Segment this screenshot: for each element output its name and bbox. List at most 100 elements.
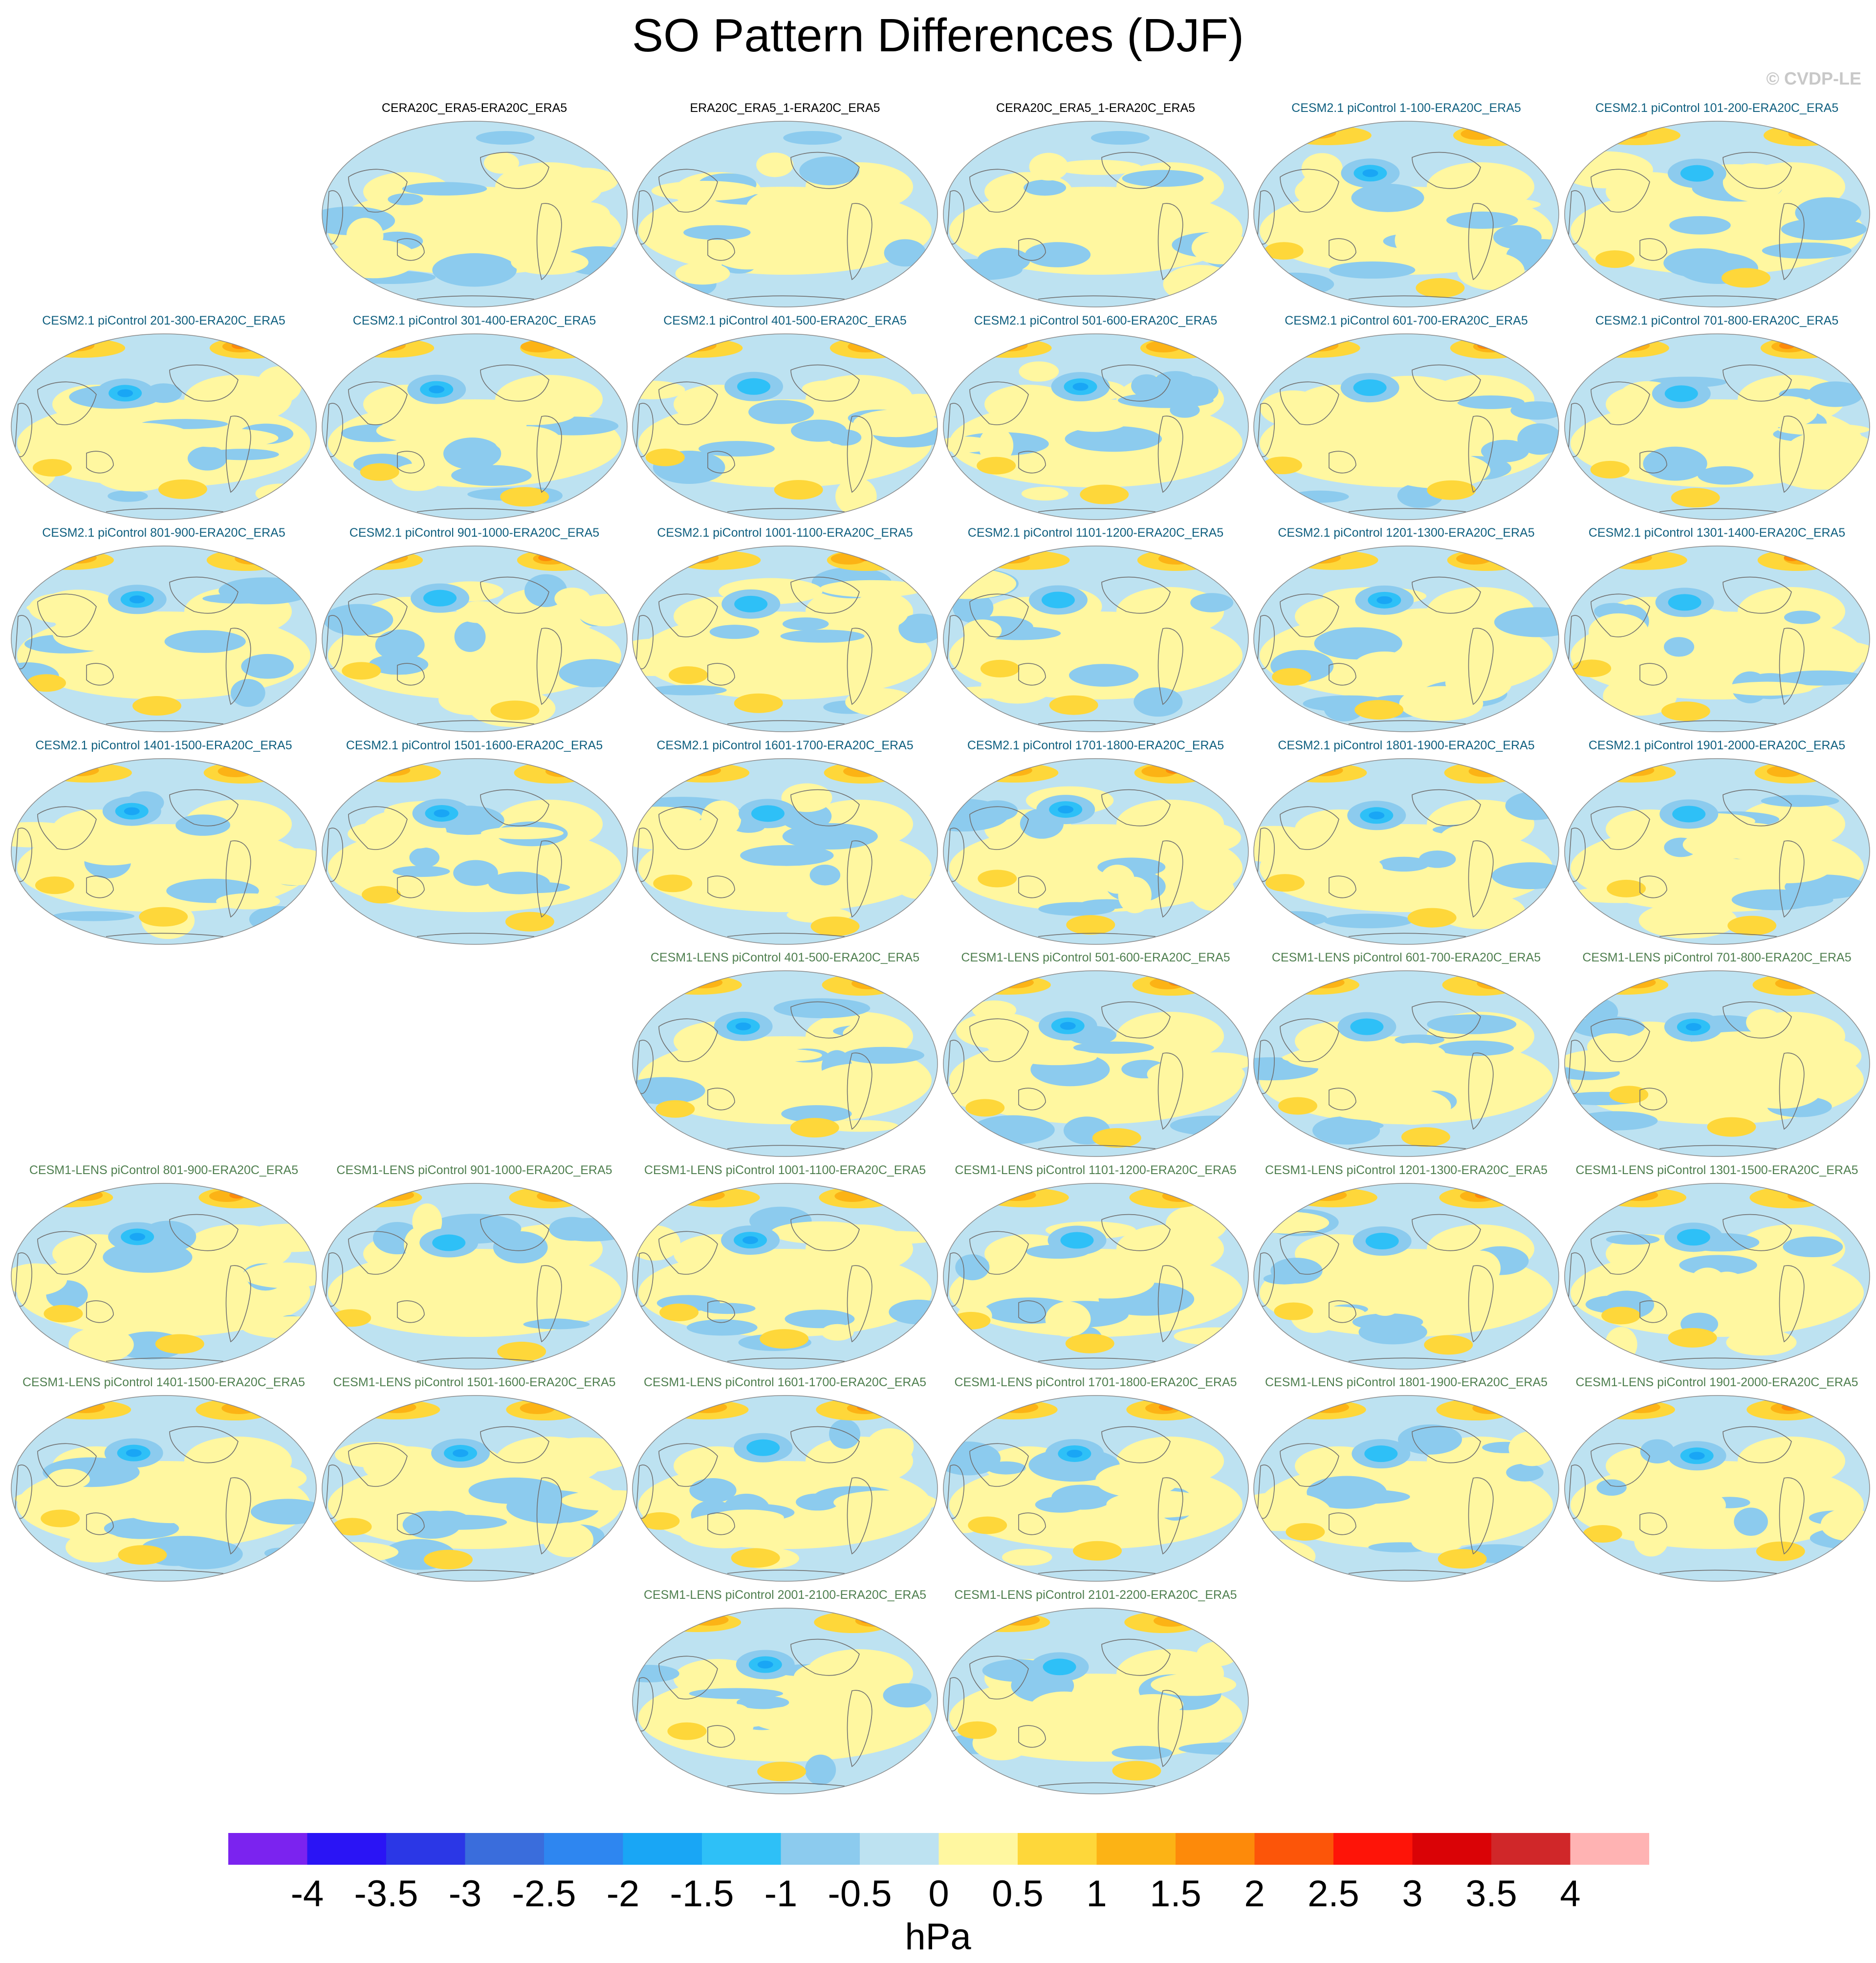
strong-positive-anomaly bbox=[1162, 1190, 1198, 1202]
map-panel: CESM1-LENS piControl 501-600-ERA20C_ERA5 bbox=[940, 950, 1251, 1163]
strong-negative-anomaly bbox=[452, 1449, 468, 1458]
positive-anomaly bbox=[633, 1225, 680, 1261]
strong-positive-anomaly bbox=[1614, 764, 1654, 776]
strong-positive-anomaly bbox=[57, 552, 97, 564]
positive-anomaly bbox=[216, 893, 280, 909]
positive-anomaly bbox=[757, 1761, 807, 1781]
panel-title: CESM1-LENS piControl 701-800-ERA20C_ERA5 bbox=[1582, 951, 1852, 964]
positive-anomaly bbox=[1722, 681, 1812, 696]
negative-anomaly bbox=[898, 613, 938, 643]
positive-anomaly bbox=[1163, 264, 1238, 304]
panel-title: CESM1-LENS piControl 1601-1700-ERA20C_ER… bbox=[643, 1375, 927, 1389]
negative-anomaly bbox=[1606, 1234, 1659, 1245]
continent-outline bbox=[1590, 1231, 1650, 1275]
panel-title: CESM1-LENS piControl 901-1000-ERA20C_ERA… bbox=[336, 1163, 612, 1177]
positive-anomaly bbox=[837, 652, 890, 678]
negative-anomaly bbox=[1457, 395, 1525, 409]
map-border bbox=[632, 1395, 938, 1582]
colorbar-swatch bbox=[307, 1833, 386, 1865]
positive-anomaly bbox=[155, 1333, 204, 1353]
continent-outline bbox=[536, 1477, 562, 1555]
continent-outline bbox=[480, 1426, 549, 1463]
positive-anomaly bbox=[1606, 879, 1646, 897]
positive-anomaly bbox=[810, 916, 860, 936]
map-panel: CESM1-LENS piControl 1601-1700-ERA20C_ER… bbox=[630, 1375, 940, 1588]
strong-positive-anomaly bbox=[834, 1190, 870, 1202]
continent-outline bbox=[847, 1477, 873, 1555]
negative-anomaly bbox=[1481, 439, 1529, 462]
positive-anomaly bbox=[489, 401, 576, 425]
continent-outline bbox=[86, 450, 114, 473]
panel-title: CESM2.1 piControl 1101-1200-ERA20C_ERA5 bbox=[967, 526, 1224, 540]
strong-negative-anomaly bbox=[117, 389, 133, 397]
panel-title: CESM1-LENS piControl 1401-1500-ERA20C_ER… bbox=[22, 1375, 305, 1389]
difference-map bbox=[1253, 545, 1559, 732]
continent-outline bbox=[86, 875, 114, 898]
strong-negative-anomaly bbox=[1369, 811, 1385, 819]
negative-anomaly bbox=[1065, 426, 1162, 452]
positive-anomaly bbox=[787, 1263, 880, 1295]
colorbar: -4 -3.5 -3 -2.5 -2 -1.5 -1 -0.5 0 0.5 1 1.5 2 2.5 3 3.5… bbox=[228, 1833, 1649, 1915]
positive-anomaly bbox=[200, 1236, 242, 1268]
positive-anomaly bbox=[361, 885, 401, 903]
strong-positive-anomaly bbox=[1297, 127, 1336, 139]
continent-outline bbox=[1639, 875, 1667, 898]
difference-map bbox=[11, 545, 317, 732]
positive-anomaly bbox=[1581, 338, 1669, 358]
negative-anomaly bbox=[734, 595, 768, 612]
positive-anomaly bbox=[756, 153, 794, 177]
positive-anomaly bbox=[1588, 763, 1676, 783]
continent-outline bbox=[658, 1231, 718, 1275]
negative-anomaly bbox=[443, 437, 501, 470]
negative-anomaly bbox=[1060, 1232, 1093, 1249]
map-panel: CESM1-LENS piControl 1001-1100-ERA20C_ER… bbox=[630, 1163, 940, 1376]
panel-title: CESM2.1 piControl 801-900-ERA20C_ERA5 bbox=[42, 526, 285, 540]
positive-anomaly bbox=[1166, 822, 1241, 853]
difference-map bbox=[321, 333, 628, 520]
positive-anomaly bbox=[1106, 1490, 1212, 1518]
positive-anomaly bbox=[742, 1048, 822, 1062]
continent-outline bbox=[1722, 789, 1792, 826]
negative-anomaly bbox=[748, 399, 814, 424]
continent-outline bbox=[169, 1214, 239, 1251]
negative-anomaly bbox=[1131, 374, 1162, 397]
negative-anomaly bbox=[454, 621, 486, 652]
map-panel: CESM2.1 piControl 901-1000-ERA20C_ERA5 bbox=[319, 525, 630, 739]
continent-outline bbox=[1659, 1357, 1777, 1362]
map-border bbox=[1564, 333, 1870, 520]
strong-negative-anomaly bbox=[742, 1236, 759, 1244]
continent-outline bbox=[707, 875, 735, 898]
continent-outline bbox=[790, 1001, 860, 1039]
positive-anomaly bbox=[1196, 1641, 1238, 1666]
strong-positive-anomaly bbox=[1621, 1401, 1660, 1413]
positive-anomaly bbox=[714, 240, 782, 270]
continent-outline bbox=[1639, 1300, 1667, 1323]
difference-map bbox=[942, 545, 1249, 732]
positive-anomaly bbox=[1723, 163, 1784, 202]
strong-negative-anomaly bbox=[1689, 1452, 1705, 1460]
map-panel: CESM1-LENS piControl 401-500-ERA20C_ERA5 bbox=[630, 950, 940, 1163]
positive-anomaly bbox=[1668, 1328, 1717, 1348]
map-border bbox=[1253, 970, 1559, 1157]
positive-anomaly bbox=[65, 1532, 126, 1563]
panel-title: CESM1-LENS piControl 1701-1800-ERA20C_ER… bbox=[954, 1375, 1237, 1389]
positive-anomaly bbox=[1385, 452, 1491, 488]
difference-map bbox=[1564, 1395, 1870, 1582]
negative-anomaly bbox=[1312, 1116, 1380, 1145]
negative-anomaly bbox=[468, 1477, 561, 1505]
positive-anomaly bbox=[37, 338, 126, 358]
map-panel: CESM1-LENS piControl 1701-1800-ERA20C_ER… bbox=[940, 1375, 1251, 1588]
continent-outline bbox=[348, 593, 408, 637]
continent-outline bbox=[658, 381, 718, 425]
positive-anomaly bbox=[978, 426, 1013, 464]
negative-anomaly bbox=[493, 1231, 548, 1264]
positive-anomaly bbox=[1605, 1277, 1704, 1292]
continent-outline bbox=[1329, 238, 1356, 261]
negative-anomaly bbox=[1794, 197, 1861, 229]
negative-anomaly bbox=[1761, 794, 1839, 807]
strong-positive-anomaly bbox=[1165, 766, 1181, 774]
positive-anomaly bbox=[774, 480, 823, 500]
positive-anomaly bbox=[1372, 1089, 1451, 1125]
strong-positive-anomaly bbox=[848, 340, 883, 352]
negative-anomaly bbox=[740, 845, 834, 866]
